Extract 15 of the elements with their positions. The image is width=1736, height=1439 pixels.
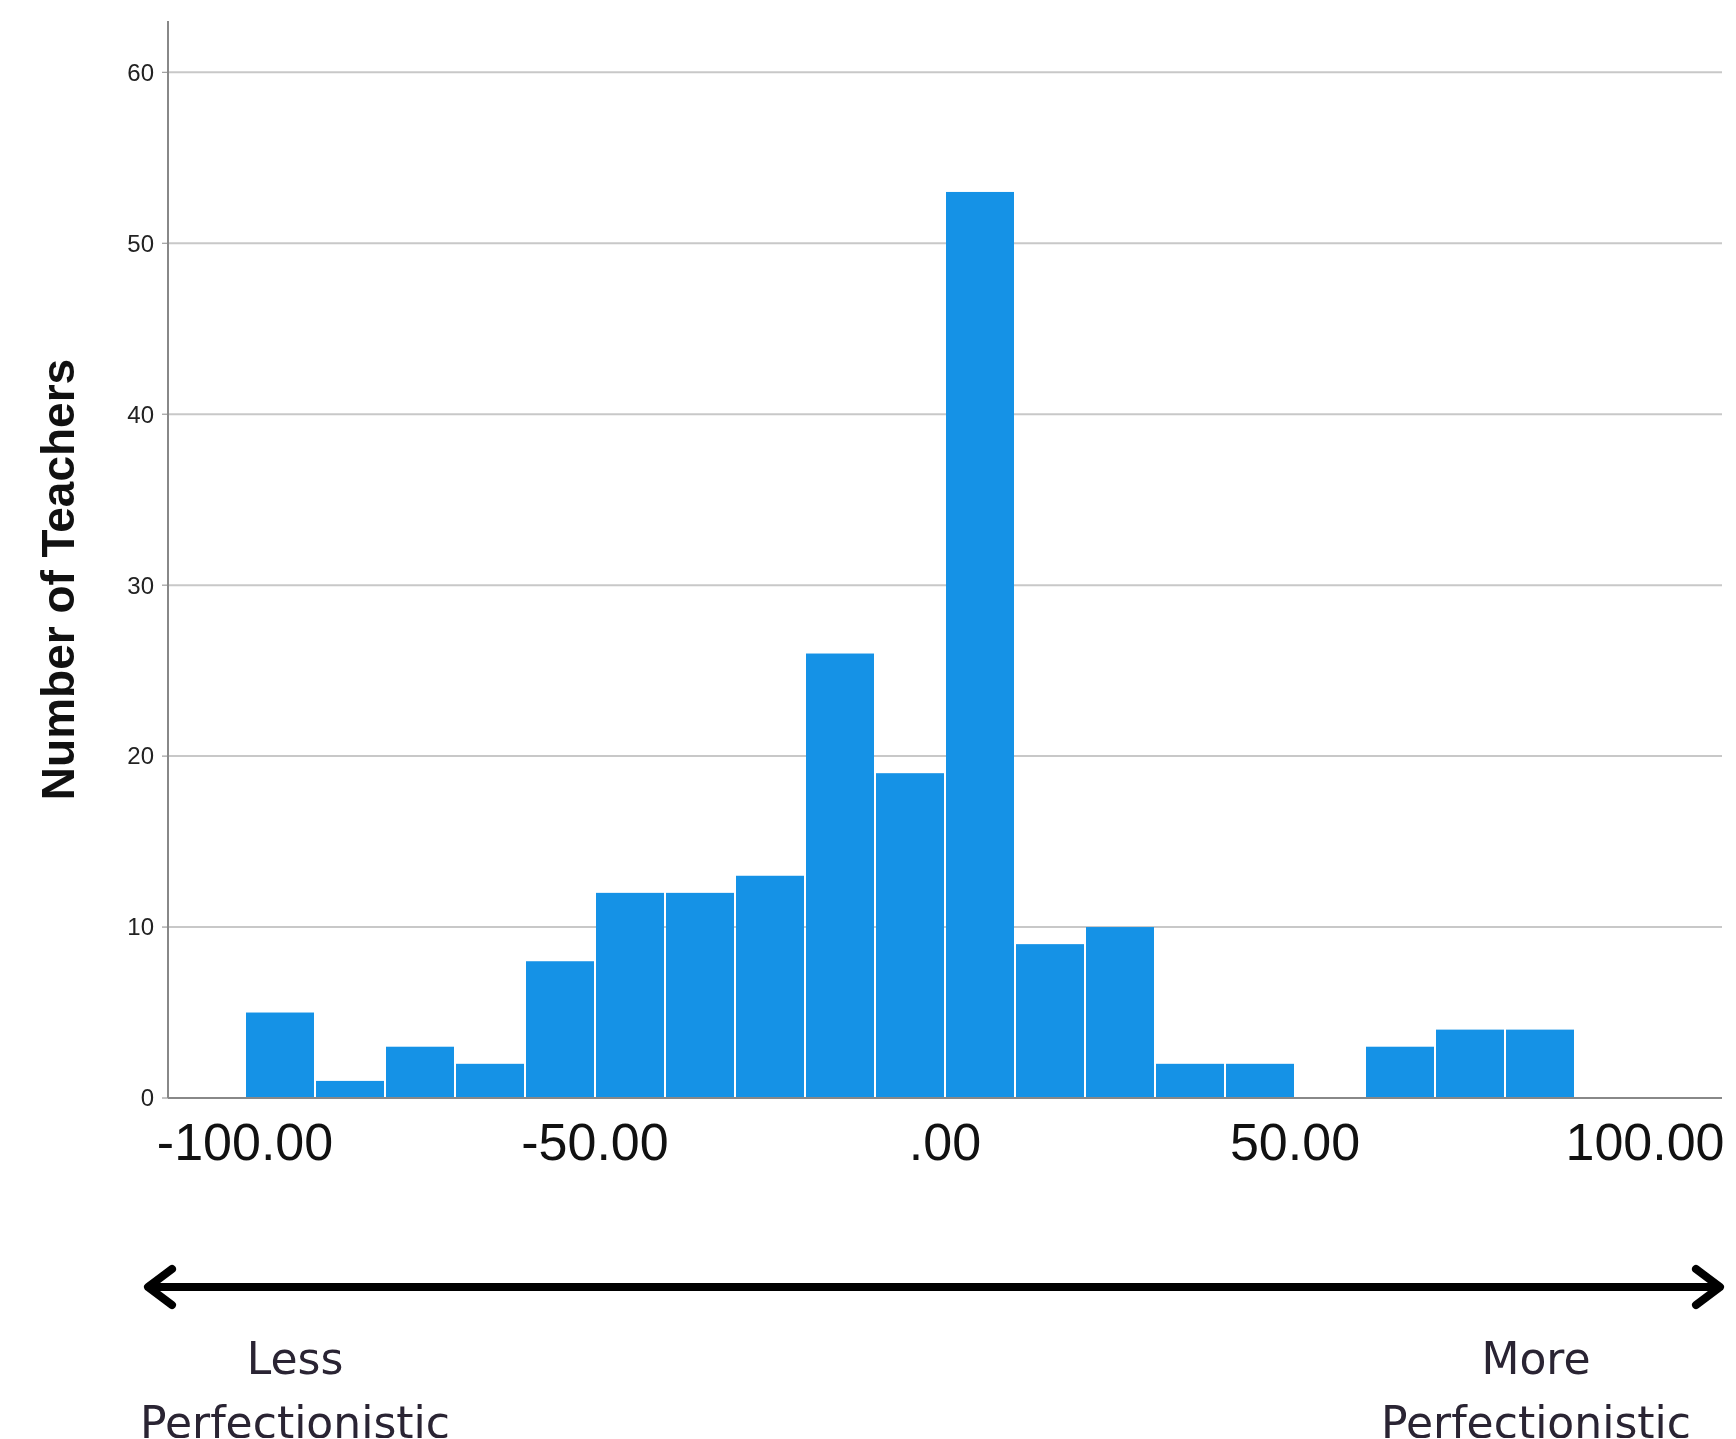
x-tick-label: -100.00	[156, 1113, 334, 1171]
text: More Perfectionistic	[1381, 1333, 1691, 1439]
x-tick-label: -50.00	[521, 1113, 669, 1171]
x-tick-label: .00	[908, 1113, 982, 1171]
y-tick-label: 20	[127, 742, 154, 770]
y-tick-label: 50	[127, 229, 154, 257]
y-tick-label: 60	[127, 58, 154, 86]
y-tick-label: 40	[127, 400, 154, 428]
x-tick-label: 50.00	[1229, 1113, 1361, 1171]
y-tick-label: 30	[127, 571, 154, 599]
y-axis-title: Number of Teachers	[32, 358, 84, 801]
text: Less Perfectionistic	[140, 1333, 450, 1439]
y-tick-label: 0	[140, 1084, 154, 1112]
y-tick-label: 10	[127, 913, 154, 941]
x-tick-label: 100.00	[1565, 1113, 1725, 1171]
